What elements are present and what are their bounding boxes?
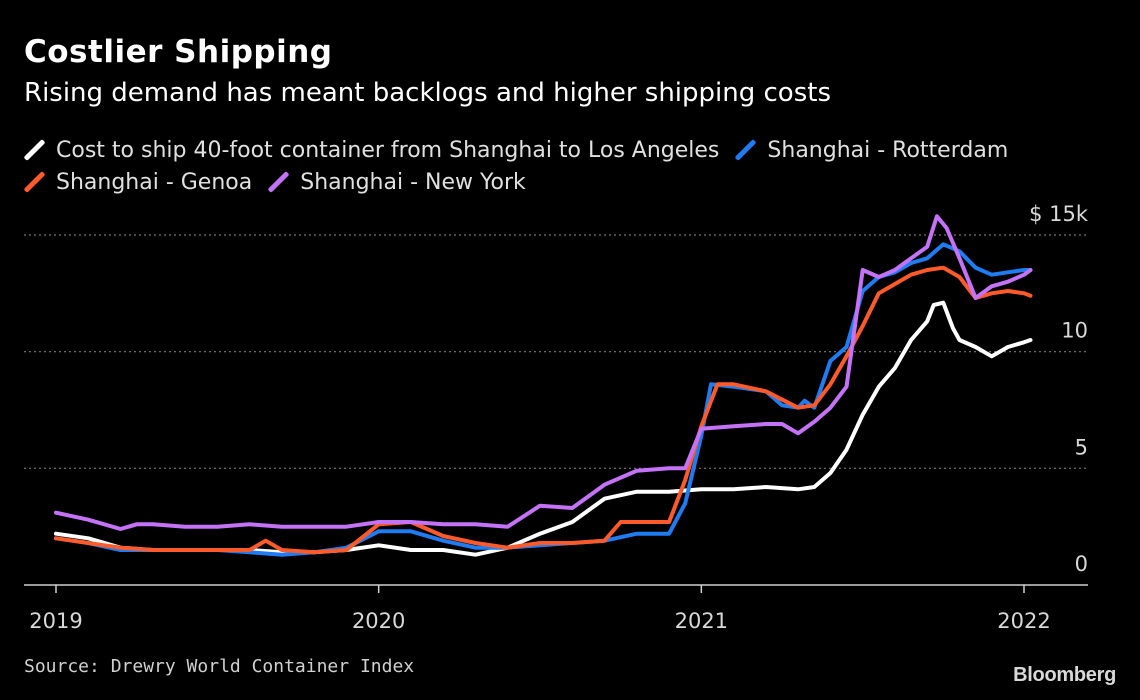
source-note: Source: Drewry World Container Index [24,656,415,677]
x-tick-label: 2020 [352,609,405,633]
chart-subtitle: Rising demand has meant backlogs and hig… [24,78,831,108]
x-tick-label: 2019 [29,609,82,633]
bloomberg-logo: Bloomberg [1013,664,1116,686]
x-tick-label: 2021 [675,609,728,633]
legend-item: Shanghai - Genoa [24,166,252,198]
legend-label: Shanghai - Genoa [56,169,253,195]
y-tick-label: $ 15k [1029,202,1089,226]
legend-label: Shanghai - New York [300,169,526,195]
series-line-4 [54,214,1033,531]
y-tick-label: 0 [1075,552,1088,576]
legend-item: Shanghai - Rotterdam [735,134,1008,166]
chart-title: Costlier Shipping [24,34,333,70]
y-tick-label: 5 [1075,435,1088,459]
series-line-1 [54,300,1033,557]
series-line-3 [54,265,1033,555]
y-tick-label: 10 [1061,319,1088,343]
legend-item: Cost to ship 40-foot container from Shan… [24,134,719,166]
legend: Cost to ship 40-foot container from Shan… [24,134,1124,198]
x-tick-label: 2022 [997,609,1050,633]
legend-label: Shanghai - Rotterdam [767,137,1009,163]
legend-label: Cost to ship 40-foot container from Shan… [56,137,720,163]
series-line-2 [54,242,1033,557]
legend-item: Shanghai - New York [268,166,526,198]
